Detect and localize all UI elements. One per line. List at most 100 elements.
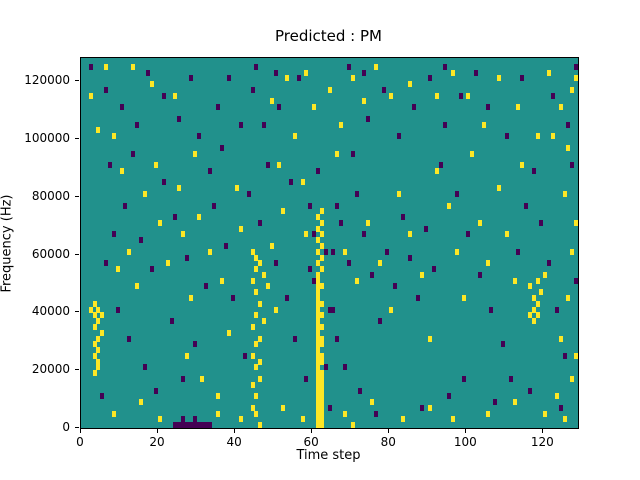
heatmap-cell — [512, 399, 517, 406]
heatmap-cell — [319, 341, 324, 348]
heatmap-cell — [319, 410, 324, 417]
heatmap-cell — [389, 92, 394, 99]
heatmap-cell — [204, 422, 209, 428]
heatmap-cell — [551, 133, 556, 140]
heatmap-cell — [316, 370, 320, 377]
heatmap-cell — [250, 404, 255, 411]
heatmap-cell — [169, 318, 174, 325]
heatmap-cell — [323, 248, 328, 255]
y-tick-label: 20000 — [31, 362, 70, 377]
heatmap-cell — [92, 323, 97, 330]
heatmap-cell — [389, 306, 394, 313]
heatmap-cell — [262, 318, 267, 325]
heatmap-cell — [316, 381, 320, 388]
heatmap-cell — [543, 410, 548, 417]
heatmap-cell — [192, 341, 197, 348]
heatmap-cell — [385, 248, 390, 255]
heatmap-cell — [185, 254, 190, 261]
heatmap-cell — [316, 387, 320, 394]
heatmap-cell — [558, 335, 563, 342]
heatmap-cell — [134, 283, 139, 290]
heatmap-cell — [443, 121, 448, 128]
heatmap-cell — [258, 358, 263, 365]
heatmap-cell — [96, 358, 101, 365]
heatmap-cell — [342, 364, 347, 371]
heatmap-cell — [327, 86, 332, 93]
heatmap-cell — [188, 422, 193, 428]
heatmap-cell — [96, 127, 101, 134]
heatmap-cell — [192, 422, 197, 428]
heatmap-cell — [316, 214, 320, 221]
heatmap-cell — [316, 422, 320, 428]
heatmap-cell — [408, 254, 413, 261]
heatmap-cell — [96, 335, 101, 342]
heatmap-cell — [350, 75, 355, 82]
heatmap-cell — [319, 254, 324, 261]
heatmap-cell — [562, 352, 567, 359]
heatmap-cell — [238, 416, 243, 423]
heatmap-cell — [254, 364, 259, 371]
heatmap-cell — [500, 341, 505, 348]
heatmap-cell — [96, 306, 101, 313]
heatmap-cell — [161, 92, 166, 99]
heatmap-cell — [316, 329, 320, 336]
heatmap-cell — [485, 410, 490, 417]
heatmap-cell — [115, 306, 120, 313]
heatmap-cell — [285, 75, 290, 82]
heatmap-cell — [254, 289, 259, 296]
heatmap-cell — [292, 335, 297, 342]
heatmap-cell — [566, 121, 571, 128]
heatmap-cell — [319, 416, 324, 423]
heatmap-cell — [512, 277, 517, 284]
heatmap-cell — [574, 277, 578, 284]
heatmap-cell — [335, 202, 340, 209]
heatmap-cell — [369, 271, 374, 278]
heatmap-cell — [181, 375, 186, 382]
heatmap-cell — [254, 254, 259, 261]
heatmap-cell — [520, 162, 525, 169]
heatmap-cell — [215, 393, 220, 400]
heatmap-cell — [319, 323, 324, 330]
heatmap-cell — [450, 416, 455, 423]
heatmap-cell — [258, 219, 263, 226]
heatmap-cell — [142, 364, 147, 371]
heatmap-cell — [316, 341, 320, 348]
heatmap-cell — [508, 375, 513, 382]
heatmap-cell — [485, 104, 490, 111]
heatmap-cell — [104, 63, 109, 70]
heatmap-cell — [319, 231, 324, 238]
heatmap-cell — [316, 323, 320, 330]
heatmap-cell — [92, 341, 97, 348]
heatmap-cell — [447, 202, 451, 209]
heatmap-cell — [265, 162, 270, 169]
heatmap-cell — [92, 300, 97, 307]
heatmap-cell — [300, 179, 305, 186]
heatmap-cell — [527, 312, 532, 319]
heatmap-cell — [215, 410, 220, 417]
heatmap-cell — [377, 318, 382, 325]
heatmap-cell — [138, 237, 143, 244]
heatmap-cell — [177, 422, 182, 428]
heatmap-cell — [285, 295, 290, 302]
heatmap-cell — [339, 219, 344, 226]
x-tick-label: 0 — [76, 435, 84, 449]
heatmap-cell — [316, 248, 320, 255]
heatmap-cell — [316, 375, 320, 382]
heatmap-cell — [92, 370, 97, 377]
heatmap-cell — [254, 63, 259, 70]
heatmap-cell — [354, 190, 359, 197]
heatmap-cell — [316, 271, 320, 278]
heatmap-cell — [123, 202, 128, 209]
heatmap-cell — [412, 104, 417, 111]
heatmap-cell — [466, 231, 471, 238]
heatmap-cell — [150, 81, 155, 88]
heatmap-cell — [485, 260, 490, 267]
heatmap-cell — [188, 75, 193, 82]
heatmap-cell — [520, 75, 525, 82]
heatmap-cell — [127, 248, 132, 255]
heatmap-cell — [473, 69, 478, 76]
heatmap-cell — [181, 231, 186, 238]
heatmap-cell — [377, 260, 382, 267]
heatmap-cell — [219, 277, 224, 284]
